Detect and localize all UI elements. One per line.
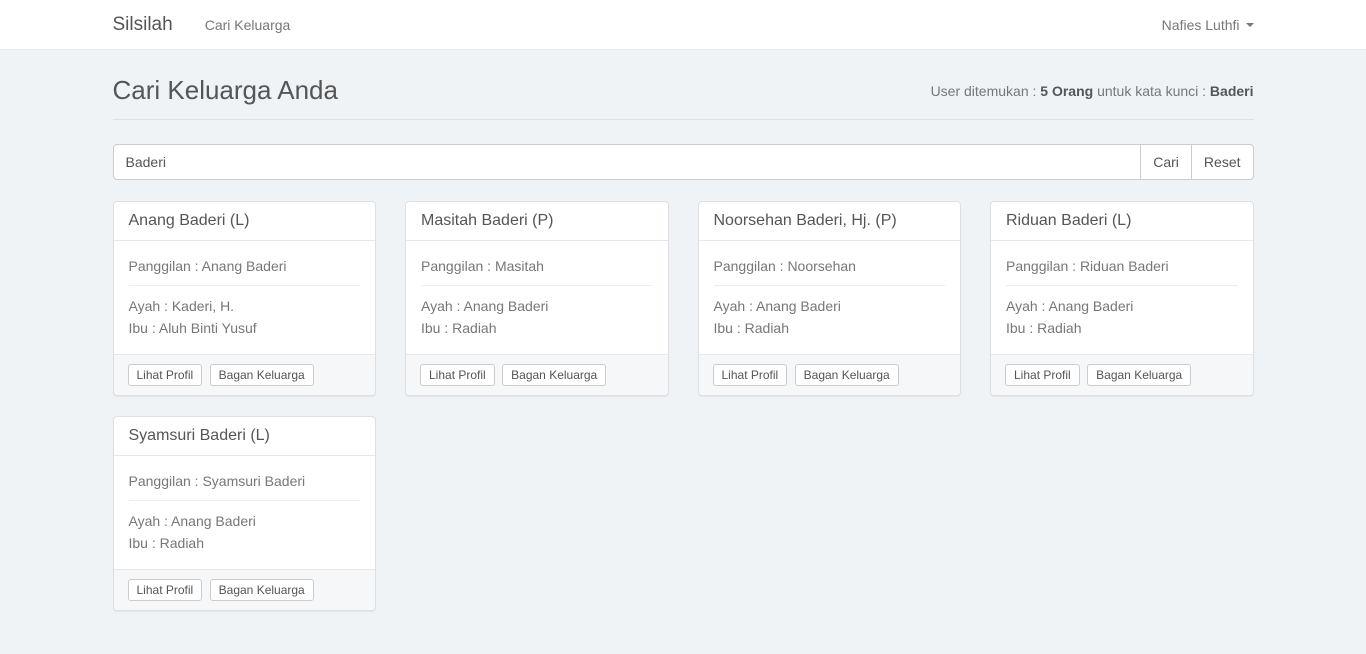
- divider: [128, 500, 360, 501]
- summary-keyword: Baderi: [1209, 82, 1254, 99]
- lihat-profil-button[interactable]: Lihat Profil: [127, 364, 203, 386]
- caret-down-icon: [1245, 22, 1254, 27]
- divider: [128, 285, 360, 286]
- lihat-profil-button[interactable]: Lihat Profil: [127, 579, 203, 601]
- page-header: Cari Keluarga Anda User ditemukan : 5 Or…: [112, 75, 1254, 120]
- bagan-keluarga-button[interactable]: Bagan Keluarga: [502, 364, 607, 386]
- person-nickname: Panggilan : Anang Baderi: [128, 258, 287, 274]
- page-title: Cari Keluarga Anda: [112, 75, 338, 105]
- person-father: Ayah : Anang Baderi: [1006, 298, 1134, 314]
- bagan-keluarga-button[interactable]: Bagan Keluarga: [1087, 364, 1192, 386]
- person-card: Noorsehan Baderi, Hj. (P) Panggilan : No…: [697, 201, 961, 396]
- search-form: Cari Reset: [112, 144, 1254, 180]
- lihat-profil-button[interactable]: Lihat Profil: [1005, 364, 1080, 386]
- person-nickname: Panggilan : Syamsuri Baderi: [128, 473, 306, 489]
- person-name: Syamsuri Baderi (L): [113, 417, 375, 456]
- person-father: Ayah : Anang Baderi: [128, 513, 256, 529]
- person-name: Noorsehan Baderi, Hj. (P): [698, 202, 960, 241]
- summary-count: 5 Orang: [1040, 82, 1094, 99]
- person-name: Anang Baderi (L): [113, 202, 375, 241]
- person-mother: Ibu : Aluh Binti Yusuf: [128, 320, 257, 336]
- person-card: Anang Baderi (L) Panggilan : Anang Bader…: [112, 201, 376, 396]
- person-father: Ayah : Anang Baderi: [421, 298, 549, 314]
- search-input[interactable]: [112, 144, 1142, 180]
- summary-prefix: User ditemukan :: [930, 82, 1041, 99]
- divider: [1006, 285, 1238, 286]
- lihat-profil-button[interactable]: Lihat Profil: [712, 364, 788, 386]
- person-card: Syamsuri Baderi (L) Panggilan : Syamsuri…: [112, 416, 376, 611]
- navbar: Silsilah Cari Keluarga Nafies Luthfi: [0, 0, 1366, 50]
- person-name: Riduan Baderi (L): [991, 202, 1253, 241]
- reset-button[interactable]: Reset: [1190, 144, 1254, 180]
- user-name: Nafies Luthfi: [1161, 16, 1240, 33]
- person-card: Masitah Baderi (P) Panggilan : Masitah A…: [405, 201, 669, 396]
- person-mother: Ibu : Radiah: [713, 320, 790, 336]
- cari-button[interactable]: Cari: [1140, 144, 1192, 180]
- bagan-keluarga-button[interactable]: Bagan Keluarga: [209, 364, 314, 386]
- person-nickname: Panggilan : Riduan Baderi: [1006, 258, 1169, 274]
- person-mother: Ibu : Radiah: [421, 320, 497, 336]
- person-nickname: Panggilan : Masitah: [421, 258, 544, 274]
- person-mother: Ibu : Radiah: [128, 535, 205, 551]
- person-card: Riduan Baderi (L) Panggilan : Riduan Bad…: [990, 201, 1254, 396]
- brand-link[interactable]: Silsilah: [112, 13, 173, 35]
- summary-middle: untuk kata kunci :: [1093, 82, 1210, 99]
- person-nickname: Panggilan : Noorsehan: [713, 258, 856, 274]
- bagan-keluarga-button[interactable]: Bagan Keluarga: [209, 579, 314, 601]
- person-father: Ayah : Anang Baderi: [713, 298, 841, 314]
- search-results-grid: Anang Baderi (L) Panggilan : Anang Bader…: [112, 201, 1254, 611]
- search-result-summary: User ditemukan : 5 Orang untuk kata kunc…: [931, 83, 1254, 99]
- nav-link-cari-keluarga[interactable]: Cari Keluarga: [204, 16, 291, 33]
- person-name: Masitah Baderi (P): [406, 202, 668, 241]
- divider: [421, 285, 653, 286]
- person-mother: Ibu : Radiah: [1006, 320, 1082, 336]
- divider: [713, 285, 945, 286]
- bagan-keluarga-button[interactable]: Bagan Keluarga: [794, 364, 899, 386]
- lihat-profil-button[interactable]: Lihat Profil: [420, 364, 495, 386]
- person-father: Ayah : Kaderi, H.: [128, 298, 235, 314]
- user-menu-dropdown[interactable]: Nafies Luthfi: [1162, 17, 1254, 33]
